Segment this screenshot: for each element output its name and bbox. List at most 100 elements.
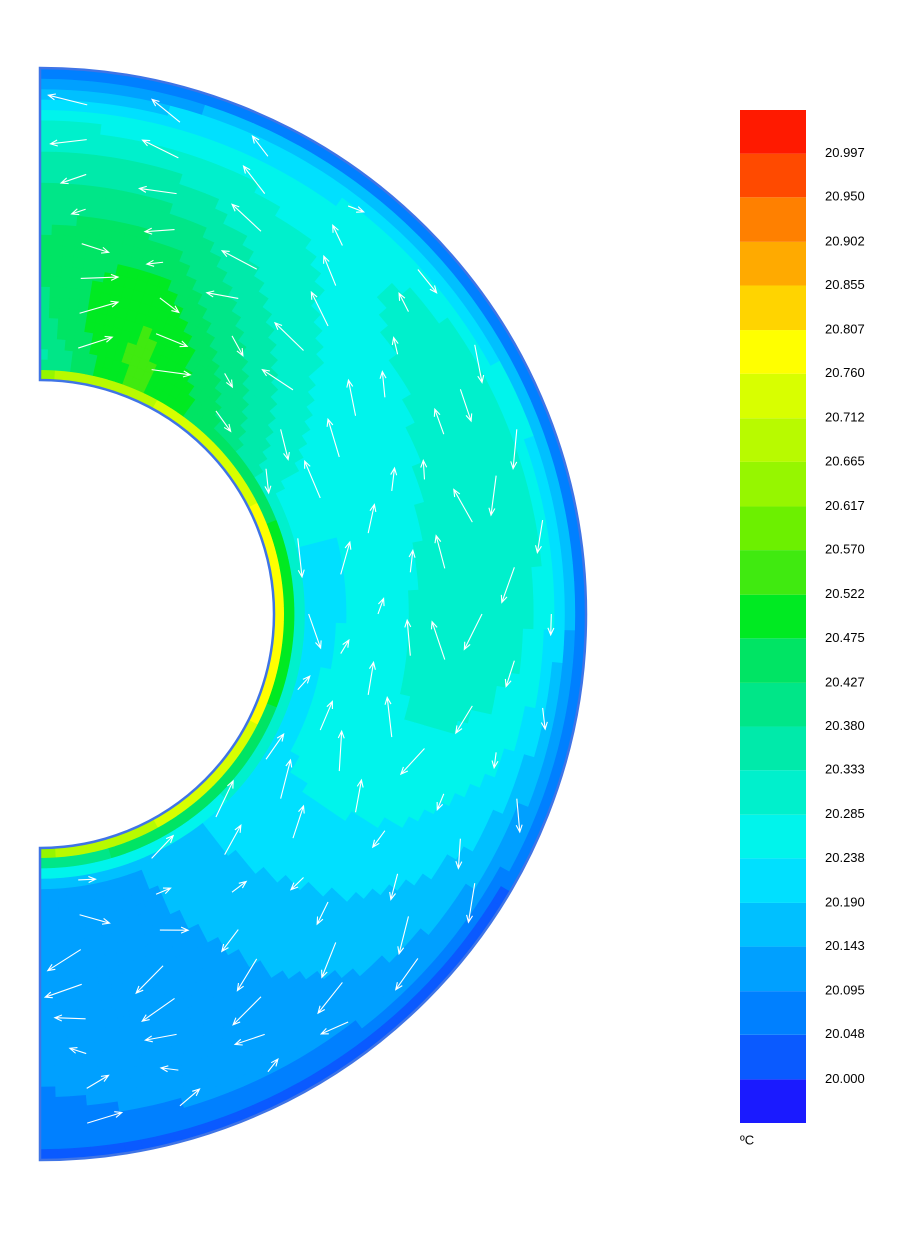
field-cell [75, 990, 90, 1003]
field-cell [70, 277, 83, 290]
velocity-vector [340, 540, 352, 575]
field-cell [58, 296, 71, 309]
velocity-vector [143, 227, 175, 235]
field-cell [47, 338, 58, 350]
colorbar-tick-label: 20.760 [825, 365, 865, 380]
velocity-vector [220, 250, 257, 270]
field-cell [439, 587, 452, 602]
field-cell [39, 327, 50, 339]
field-cell [83, 957, 97, 971]
field-cell [460, 613, 473, 628]
field-cell [55, 99, 73, 112]
colorbar-band [740, 110, 806, 154]
field-cell [55, 1106, 73, 1119]
field-cell [553, 629, 566, 648]
field-cell [458, 572, 472, 588]
field-cell [39, 265, 52, 277]
field-cell [39, 930, 51, 943]
field-cell [69, 287, 82, 300]
field-cell [84, 247, 99, 261]
field-cell [416, 564, 429, 579]
field-cell [48, 306, 60, 319]
field-cell [491, 627, 503, 644]
field-cell [53, 161, 69, 174]
field-cell [376, 624, 389, 637]
field-cell [54, 1085, 71, 1098]
field-cell [554, 613, 566, 631]
velocity-vector [420, 459, 428, 480]
field-cell [396, 578, 409, 592]
field-cell [39, 202, 54, 215]
field-cell [71, 266, 85, 280]
colorbar-tick-label: 20.950 [825, 189, 865, 204]
velocity-vector [297, 675, 311, 691]
field-cell [49, 930, 61, 942]
colorbar-band [740, 902, 806, 947]
field-cell [498, 657, 512, 674]
colorbar-band [740, 506, 806, 551]
field-cell [385, 646, 398, 660]
colorbar-tick-label: 20.380 [825, 718, 865, 733]
velocity-vector [220, 929, 239, 953]
field-cell [39, 1013, 54, 1026]
field-cell [303, 587, 316, 598]
field-cell [283, 621, 296, 631]
field-cell [543, 613, 556, 631]
colorbar-band [740, 1034, 806, 1080]
velocity-vector [215, 410, 232, 433]
field-cell [324, 631, 337, 643]
field-cell [419, 601, 431, 615]
field-cell [355, 633, 368, 646]
field-cell [292, 580, 305, 591]
field-cell [542, 581, 555, 599]
field-cell [81, 163, 98, 176]
field-cell [385, 568, 398, 582]
field-cell [57, 317, 69, 330]
velocity-vectors [43, 93, 555, 1124]
field-cell [77, 1010, 92, 1024]
temperature-field [38, 66, 588, 1162]
field-cell [447, 652, 460, 668]
field-cell [283, 605, 296, 615]
velocity-vector [408, 548, 416, 573]
field-cell [366, 623, 379, 636]
field-cell [488, 555, 502, 572]
field-cell [273, 620, 285, 630]
field-cell [49, 286, 61, 298]
field-cell [58, 908, 70, 921]
velocity-vector [466, 883, 476, 924]
field-cell [69, 1084, 86, 1098]
field-cell [55, 109, 73, 122]
field-cell [66, 897, 78, 910]
field-cell [416, 649, 429, 664]
field-cell [82, 152, 99, 166]
field-cell [405, 648, 419, 663]
field-cell [55, 1127, 74, 1140]
field-cell [522, 598, 535, 615]
field-cell [39, 1034, 54, 1047]
field-cell [56, 328, 68, 341]
field-cell [498, 554, 512, 571]
field-cell [78, 194, 94, 207]
field-cell [469, 640, 482, 657]
field-cell [355, 582, 368, 595]
field-cell [325, 622, 337, 634]
field-cell [335, 622, 348, 634]
field-cell [52, 182, 68, 195]
field-cell [81, 947, 95, 961]
field-cell [467, 654, 481, 670]
colorbar-tick-label: 20.095 [825, 983, 865, 998]
velocity-vector [59, 173, 87, 185]
field-cell [39, 119, 56, 132]
field-cell [342, 563, 356, 576]
field-cell [323, 640, 336, 652]
field-cell [374, 569, 388, 583]
velocity-vector [297, 538, 305, 579]
field-cell [386, 579, 399, 593]
field-cell [48, 899, 60, 911]
field-cell [541, 645, 555, 663]
colorbar-tick-label: 20.855 [825, 277, 865, 292]
field-cell [282, 581, 295, 592]
field-cell [63, 866, 74, 879]
